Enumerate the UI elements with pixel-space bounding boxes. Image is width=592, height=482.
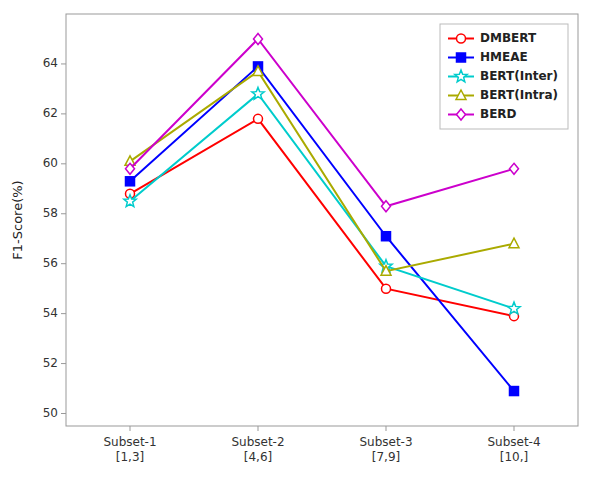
point [382,201,391,212]
chart: 50 52 54 56 58 60 62 64 F1-Score(%) Subset-1[1,3]… [0,0,592,482]
x-axis: Subset-1[1,3]Subset-2[4,6]Subset-3[7,9]S… [103,426,540,464]
y-tick-label: 60 [43,156,58,170]
x-tick-label: Subset-4[10,] [487,435,540,464]
x-tick-label: Subset-3[7,9] [359,435,412,464]
legend-label: BERD [480,107,517,121]
y-tick [61,313,66,314]
y-axis: 50 52 54 56 58 60 62 64 [43,56,66,420]
x-tick [258,426,259,431]
y-axis-label: F1-Score(%) [10,180,25,259]
y-tick [61,363,66,364]
point [254,114,263,123]
point [510,163,519,174]
plot-frame [66,14,578,426]
y-tick [61,113,66,114]
y-tick [61,413,66,414]
series [126,62,519,396]
point [252,87,264,99]
x-tick [386,426,387,431]
x-tick-label: Subset-1[1,3] [103,435,156,464]
x-tick [130,426,131,431]
y-tick-label: 58 [43,206,58,220]
point [510,387,519,396]
y-tick-label: 56 [43,256,58,270]
y-tick-label: 64 [43,56,58,70]
legend-label: HMEAE [480,50,528,64]
series-line [130,119,514,316]
legend-marker [457,109,466,120]
point [381,266,391,276]
y-tick [61,63,66,64]
legend-marker [456,90,466,100]
legend-box [440,24,568,129]
series [125,66,519,275]
y-tick-label: 52 [43,356,58,370]
x-tick-label-line: [7,9] [372,450,400,464]
legend-label: BERT(Inter) [480,69,558,83]
y-tick [61,213,66,214]
point [126,177,135,186]
y-tick-label: 50 [43,406,58,420]
x-tick-label: Subset-2[4,6] [231,435,284,464]
legend-marker [455,70,467,82]
legend-marker [457,34,466,43]
point [382,232,391,241]
x-tick-label-line: [10,] [500,450,528,464]
point [254,33,263,44]
x-tick-label-line: [1,3] [116,450,144,464]
x-tick-label-line: Subset-1 [103,435,156,449]
x-tick [514,426,515,431]
point [124,195,136,207]
point [509,238,519,248]
y-tick-label: 62 [43,106,58,120]
legend-marker [457,53,466,62]
x-tick-label-line: [4,6] [244,450,272,464]
point [382,284,391,293]
y-tick [61,163,66,164]
x-tick-label-line: Subset-3 [359,435,412,449]
point [508,302,520,314]
x-tick-label-line: Subset-2 [231,435,284,449]
y-tick [61,263,66,264]
point [126,163,135,174]
x-tick-label-line: Subset-4 [487,435,540,449]
legend-label: BERT(Intra) [480,88,558,102]
series-line [130,66,514,391]
legend-label: DMBERT [480,31,537,45]
legend: DMBERT HMEAE BERT(Inter) BERT(Intra) BERD [440,24,568,129]
point [253,66,263,76]
y-tick-label: 54 [43,306,58,320]
